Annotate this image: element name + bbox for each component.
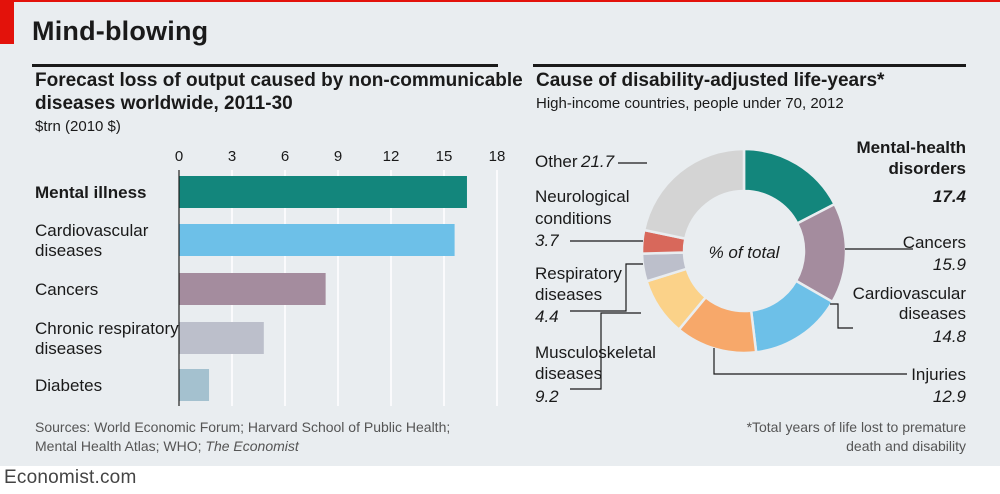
slice-value-6: 3.7 (535, 231, 559, 250)
right-chart-subtitle: High-income countries, people under 70, … (536, 95, 844, 112)
main-title: Mind-blowing (32, 16, 209, 46)
bar-4 (179, 369, 210, 401)
chart-panel: Mind-blowing Forecast loss of output cau… (0, 0, 1000, 466)
sources-line1: Sources: World Economic Forum; Harvard S… (35, 419, 451, 435)
sources-line2: Mental Health Atlas; WHO; The Economist (35, 437, 450, 456)
category-label-1-1: diseases (35, 241, 102, 260)
left-chart-title-line1: Forecast loss of output caused by non-co… (35, 70, 523, 91)
slice-label-7-0: Other (535, 152, 578, 171)
x-tick-label-4: 12 (383, 148, 400, 165)
slice-value-3: 12.9 (933, 387, 967, 406)
category-label-0-0: Mental illness (35, 183, 146, 202)
left-chart-title-line2: diseases worldwide, 2011-30 (35, 93, 293, 114)
slice-label-5-1: diseases (535, 285, 602, 304)
donut-slice-7 (642, 147, 746, 241)
x-tick-label-1: 3 (228, 148, 236, 165)
x-tick-label-6: 18 (489, 148, 506, 165)
slice-label-5-0: Respiratory (535, 264, 622, 283)
bar-0 (179, 176, 467, 208)
slice-label-0-1: disorders (889, 159, 966, 178)
left-chart-unit: $trn (2010 $) (35, 118, 121, 135)
left-title-rule (32, 64, 498, 67)
donut-chart: % of total Mental-health disorders 17.4 Canc… (535, 138, 967, 406)
slice-value-0: 17.4 (933, 187, 967, 206)
category-label-3-1: diseases (35, 339, 102, 358)
footnote-line1: *Total years of life lost to premature (746, 419, 966, 435)
slice-label-6-1: conditions (535, 209, 612, 228)
slice-value-1: 15.9 (933, 255, 967, 274)
sources-note: Sources: World Economic Forum; Harvard S… (35, 418, 450, 456)
x-tick-label-0: 0 (175, 148, 183, 165)
slice-label-4-1: diseases (535, 364, 602, 383)
category-label-1-0: Cardiovascular (35, 221, 149, 240)
x-tick-label-2: 6 (281, 148, 289, 165)
x-tick-label-3: 9 (334, 148, 342, 165)
right-chart-title: Cause of disability-adjusted life-years* (536, 70, 885, 91)
footnote-line2: death and disability (846, 438, 966, 454)
slice-value-7: 21.7 (580, 152, 615, 171)
slice-value-2: 14.8 (933, 327, 967, 346)
slice-label-1-0: Cancers (903, 233, 966, 252)
slice-value-4: 9.2 (535, 387, 559, 406)
donut-center-label: % of total (709, 243, 781, 262)
brand-wordmark: Economist.com (4, 467, 137, 488)
slice-label-3-0: Injuries (911, 365, 966, 384)
leader-line-5 (570, 263, 643, 312)
slice-label-0-0: Mental-health (856, 138, 966, 157)
right-title-rule (533, 64, 966, 67)
leader-line-4 (570, 312, 641, 390)
bar-1 (179, 224, 455, 256)
category-label-2-0: Cancers (35, 280, 98, 299)
footnote-definition: *Total years of life lost to premature d… (747, 418, 966, 456)
slice-label-6-0: Neurological (535, 187, 630, 206)
x-tick-label-5: 15 (436, 148, 453, 165)
slice-value-5: 4.4 (535, 307, 559, 326)
category-label-4-0: Diabetes (35, 376, 102, 395)
category-label-3-0: Chronic respiratory (35, 319, 179, 338)
sources-line2-plain: Mental Health Atlas; WHO; (35, 438, 202, 454)
leader-line-2 (830, 303, 853, 329)
slice-label-2-1: diseases (899, 304, 966, 323)
leader-line-3 (713, 348, 907, 375)
slice-label-2-0: Cardiovascular (853, 284, 967, 303)
bar-2 (179, 273, 326, 305)
slice-label-4-0: Musculoskeletal (535, 343, 656, 362)
bar-3 (179, 322, 264, 354)
sources-line2-italic: The Economist (205, 438, 299, 454)
red-brand-tag (0, 0, 14, 44)
top-red-rule (14, 0, 1000, 2)
